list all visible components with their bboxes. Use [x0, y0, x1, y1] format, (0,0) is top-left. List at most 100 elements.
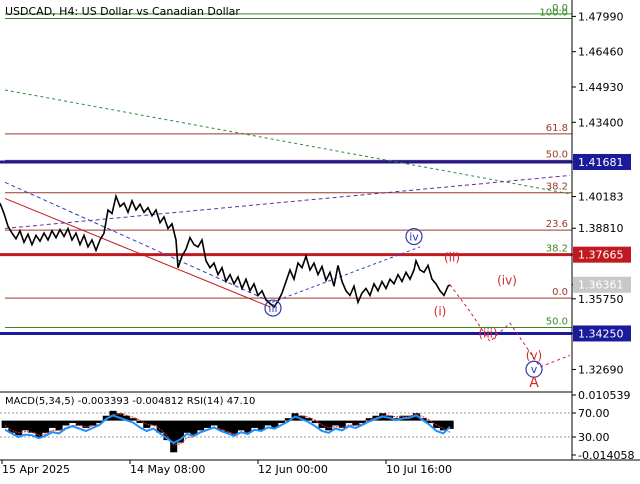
macd-histogram-bar: [69, 420, 77, 424]
macd-histogram-bar: [230, 420, 238, 436]
macd-histogram-bar: [318, 420, 326, 428]
price-label-box: [573, 325, 631, 342]
macd-histogram-bar: [426, 420, 434, 424]
wave-label: A: [529, 375, 539, 391]
macd-histogram-bar: [210, 420, 218, 426]
fib-level-label: 0.0: [552, 3, 568, 14]
fib-level-label: 100.0: [539, 7, 568, 18]
macd-histogram-bar: [176, 420, 184, 443]
macd-histogram-bar: [305, 418, 313, 421]
indicator-tick-label: 30.00: [578, 431, 610, 444]
price-tick-label: 1.37665: [578, 249, 624, 262]
trend-lines: [4, 89, 571, 308]
price-label-box: [573, 246, 631, 263]
wave-circle: [525, 360, 543, 378]
time-tick-label: 10 Jul 16:00: [386, 463, 452, 476]
trend-line: [4, 174, 571, 229]
wave-label: (iv): [497, 273, 517, 287]
price-tick-label: 1.32690: [578, 363, 624, 376]
macd-histogram-bar: [35, 420, 43, 438]
price-tick-label: 1.41681: [578, 156, 624, 169]
macd-histogram-bar: [446, 420, 454, 429]
macd-histogram-bar: [338, 420, 346, 428]
macd-histogram-bar: [21, 420, 29, 431]
macd-histogram-bar: [352, 420, 360, 426]
price-tick-label: 1.44930: [578, 81, 624, 94]
wave-label: (ii): [444, 250, 460, 264]
macd-histogram-bar: [365, 418, 373, 421]
macd-histogram-bar: [278, 420, 286, 424]
macd-histogram-bar: [28, 420, 36, 433]
horizontal-levels: 100.00.061.850.038.223.638.20.050.0: [0, 3, 572, 335]
wave-circle: [264, 299, 282, 317]
macd-histogram-bar: [244, 420, 252, 433]
macd-histogram-bar: [439, 420, 447, 431]
macd-histogram-bar: [55, 420, 63, 431]
wave-label: (i): [434, 305, 447, 319]
macd-histogram-bar: [122, 415, 131, 421]
wave-circle: [405, 227, 423, 246]
fib-level-label: 38.2: [546, 244, 568, 255]
indicator-panel: 0.010539 70.00 30.00 -0.014058: [0, 389, 634, 462]
macd-histogram-bar: [190, 420, 198, 436]
macd-histogram-bar: [358, 420, 367, 424]
macd-histogram-bar: [75, 420, 83, 426]
price-axis: 1.47990 1.46460 1.44930 1.43400 1.41681 1.401…: [0, 0, 640, 461]
indicator-tick-label: 70.00: [578, 407, 610, 420]
macd-histogram-bar: [257, 420, 265, 431]
macd-histogram-bar: [224, 420, 232, 433]
macd-histogram-bar: [96, 420, 104, 424]
macd-histogram-bar: [149, 420, 158, 426]
macd-histogram-bar: [8, 420, 16, 433]
macd-histogram-bar: [48, 420, 56, 428]
indicator-tick-label: -0.014058: [578, 449, 634, 462]
macd-histogram-bar: [237, 420, 245, 431]
macd-histogram-bar: [271, 420, 279, 428]
indicator-tick-label: 0.010539: [578, 389, 631, 402]
macd-histogram-bar: [89, 420, 97, 426]
macd-histogram-bar: [433, 420, 441, 428]
wave-label: v: [531, 363, 538, 376]
time-tick-label: 15 Apr 2025: [2, 463, 70, 476]
indicator-title: MACD(5,34,5) -0.003393 -0.004812 RSI(14)…: [5, 396, 255, 407]
rsi-line: [4, 414, 451, 445]
macd-histogram-bar: [217, 420, 225, 431]
wave-label: (iii): [478, 326, 497, 340]
wave-label: iii: [268, 302, 277, 315]
time-tick-label: 12 Jun 00:00: [258, 463, 328, 476]
fib-level-label: 0.0: [552, 287, 568, 298]
macd-histogram-bar: [264, 420, 272, 426]
macd-histogram-bar: [129, 418, 137, 421]
macd-histogram-bar: [136, 420, 144, 424]
price-tick-label: 1.34250: [578, 327, 624, 340]
fib-level-label: 23.6: [546, 219, 568, 230]
price-label-box: [573, 153, 631, 170]
macd-signal-line: [4, 413, 451, 446]
macd-histogram-bar: [1, 420, 9, 428]
macd-histogram-bar: [284, 418, 292, 421]
macd-histogram-bar: [82, 420, 90, 428]
macd-histogram-bar: [332, 420, 340, 426]
fib-level-label: 50.0: [546, 316, 568, 327]
price-tick-label: 1.38810: [578, 222, 624, 235]
wave-labels: iii iv (i) (ii) (iii) (iv) (v)vA: [264, 227, 543, 391]
price-tick-label: 1.43400: [578, 116, 624, 129]
symbol-title: USDCAD, H4: US Dollar vs Canadian Dollar: [5, 5, 240, 18]
macd-histogram-bar: [156, 420, 164, 433]
wave-label: iv: [409, 231, 419, 244]
macd-histogram-bar: [345, 420, 353, 424]
trend-line: [271, 246, 421, 303]
macd-histogram-bar: [325, 420, 333, 431]
time-tick-label: 14 May 08:00: [130, 463, 205, 476]
macd-histogram-bar: [311, 420, 319, 424]
macd-histogram-bar: [251, 420, 259, 428]
price-series: [0, 193, 571, 368]
macd-histogram-bar: [197, 420, 205, 431]
time-axis: 15 Apr 2025 14 May 08:00 12 Jun 00:00 10 Ju…: [1, 460, 452, 476]
macd-histogram-bar: [42, 420, 50, 433]
macd-histogram-bar: [143, 420, 151, 428]
fib-level-label: 50.0: [546, 149, 568, 160]
